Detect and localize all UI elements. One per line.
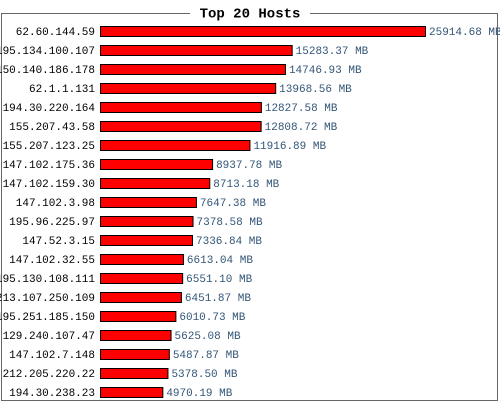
- host-label: 147.102.175.36: [3, 160, 95, 172]
- host-label: 195.96.225.97: [9, 217, 95, 229]
- bar: [100, 102, 262, 113]
- value-label: 6010.73 MB: [179, 312, 245, 324]
- host-label: 195.130.108.111: [0, 274, 95, 286]
- value-label: 4970.19 MB: [166, 388, 232, 400]
- value-label: 11916.89 MB: [253, 141, 326, 153]
- value-label: 6451.87 MB: [185, 293, 251, 305]
- host-label: 150.140.186.178: [0, 65, 95, 77]
- value-label: 8713.18 MB: [213, 179, 279, 191]
- bar: [100, 292, 182, 303]
- bar: [100, 330, 172, 341]
- value-label: 12827.58 MB: [265, 103, 338, 115]
- value-label: 7647.38 MB: [200, 198, 266, 210]
- host-label: 194.30.238.23: [9, 388, 95, 400]
- bar: [100, 121, 262, 132]
- chart-title: Top 20 Hosts: [200, 7, 301, 23]
- bar: [100, 254, 184, 265]
- bar: [100, 178, 211, 189]
- host-label: 147.102.159.30: [3, 179, 95, 191]
- bar: [100, 159, 214, 170]
- value-label: 5625.08 MB: [175, 331, 241, 343]
- value-label: 5487.87 MB: [173, 350, 239, 362]
- host-label: 62.1.1.131: [29, 84, 95, 96]
- host-label: 147.102.3.98: [16, 198, 95, 210]
- bar: [100, 197, 197, 208]
- value-label: 14746.93 MB: [289, 65, 362, 77]
- host-label: 147.102.7.148: [9, 350, 95, 362]
- host-label: 62.60.144.59: [16, 27, 95, 39]
- value-label: 25914.68 MB: [429, 27, 500, 39]
- bar: [100, 235, 194, 246]
- host-label: 147.102.32.55: [9, 255, 95, 267]
- host-label: 155.207.43.58: [9, 122, 95, 134]
- host-label: 155.207.123.25: [3, 141, 95, 153]
- host-label: 213.107.250.109: [0, 293, 95, 305]
- host-label: 195.134.100.107: [0, 46, 95, 58]
- host-label: 195.251.185.150: [0, 312, 95, 324]
- value-label: 15283.37 MB: [296, 46, 369, 58]
- host-label: 212.205.220.22: [3, 369, 95, 381]
- bar: [100, 26, 426, 37]
- bar: [100, 273, 184, 284]
- host-label: 129.240.107.47: [3, 331, 95, 343]
- host-label: 147.52.3.15: [22, 236, 95, 248]
- bar: [100, 216, 194, 227]
- value-label: 7378.58 MB: [197, 217, 263, 229]
- bar: [100, 45, 293, 56]
- value-label: 6551.10 MB: [186, 274, 252, 286]
- bar: [100, 368, 169, 379]
- value-label: 6613.04 MB: [187, 255, 253, 267]
- value-label: 13968.56 MB: [279, 84, 352, 96]
- value-label: 5378.50 MB: [171, 369, 237, 381]
- bar: [100, 311, 177, 322]
- value-label: 8937.78 MB: [216, 160, 282, 172]
- host-label: 194.30.220.164: [3, 103, 96, 115]
- bar: [100, 387, 164, 398]
- bar: [100, 64, 286, 75]
- value-label: 7336.84 MB: [196, 236, 262, 248]
- bar: [100, 83, 277, 94]
- value-label: 12808.72 MB: [265, 122, 338, 134]
- title-background: [190, 4, 310, 22]
- bar: [100, 140, 251, 151]
- bar: [100, 349, 170, 360]
